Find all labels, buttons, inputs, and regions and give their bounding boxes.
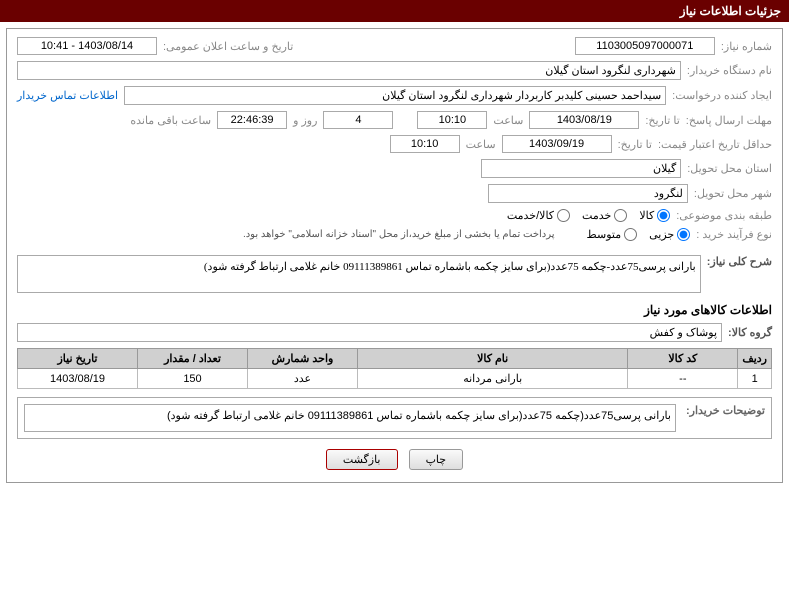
th-qty: تعداد / مقدار	[138, 349, 248, 369]
label-need-no: شماره نیاز:	[721, 40, 772, 53]
label-delivery-city: شهر محل تحویل:	[694, 187, 772, 200]
field-reply-date: 1403/08/19	[529, 111, 639, 129]
label-remaining: ساعت باقی مانده	[130, 114, 211, 127]
radio-label-purchase-1: متوسط	[587, 228, 622, 241]
field-time-left: 22:46:39	[217, 111, 287, 129]
th-unit: واحد شمارش	[248, 349, 358, 369]
label-delivery-province: استان محل تحویل:	[687, 162, 772, 175]
field-price-valid-date: 1403/09/19	[502, 135, 612, 153]
radio-label-subject-2: کالا/خدمت	[507, 209, 554, 222]
field-buyer-org: شهرداری لنگرود استان گیلان	[17, 61, 681, 80]
goods-table: ردیف کد کالا نام کالا واحد شمارش تعداد /…	[17, 348, 772, 389]
textarea-need-desc[interactable]	[17, 255, 701, 293]
field-announce-dt: 1403/08/14 - 10:41	[17, 37, 157, 55]
radio-input-purchase-1[interactable]	[624, 228, 637, 241]
label-buyer-org: نام دستگاه خریدار:	[687, 64, 772, 77]
label-reply-deadline: مهلت ارسال پاسخ:	[686, 114, 772, 127]
label-announce-dt: تاریخ و ساعت اعلان عمومی:	[163, 40, 293, 53]
button-row: چاپ بازگشت	[17, 449, 772, 470]
table-row: 1 -- بارانی مردانه عدد 150 1403/08/19	[18, 369, 772, 389]
radio-group-subject: کالا خدمت کالا/خدمت	[507, 209, 670, 222]
radio-purchase-0[interactable]: جزیی	[649, 228, 690, 241]
label-until-1: تا تاریخ:	[645, 114, 679, 127]
radio-label-subject-0: کالا	[639, 209, 654, 222]
label-hour-1: ساعت	[493, 114, 523, 127]
field-need-no: 1103005097000071	[575, 37, 715, 55]
radio-purchase-1[interactable]: متوسط	[587, 228, 638, 241]
cell-code: --	[628, 369, 738, 389]
field-province: گیلان	[481, 159, 681, 178]
cell-date: 1403/08/19	[18, 369, 138, 389]
label-hour-2: ساعت	[466, 138, 496, 151]
label-days-and: روز و	[293, 114, 317, 127]
back-button[interactable]: بازگشت	[326, 449, 398, 470]
radio-label-purchase-0: جزیی	[649, 228, 674, 241]
radio-subject-0[interactable]: کالا	[639, 209, 670, 222]
section-goods-info: اطلاعات کالاهای مورد نیاز	[17, 303, 772, 317]
radio-subject-1[interactable]: خدمت	[582, 209, 627, 222]
th-date: تاریخ نیاز	[18, 349, 138, 369]
cell-qty: 150	[138, 369, 248, 389]
radio-input-subject-1[interactable]	[614, 209, 627, 222]
field-price-valid-time: 10:10	[390, 135, 460, 153]
link-buyer-contact[interactable]: اطلاعات تماس خریدار	[17, 89, 118, 102]
label-subject-class: طبقه بندی موضوعی:	[676, 209, 772, 222]
radio-input-subject-2[interactable]	[557, 209, 570, 222]
field-city: لنگرود	[488, 184, 688, 203]
label-purchase-type: نوع فرآیند خرید :	[696, 228, 772, 241]
field-requester: سیداحمد حسینی کلیدبر کاربردار شهرداری لن…	[124, 86, 666, 105]
panel-header: جزئیات اطلاعات نیاز	[0, 0, 789, 22]
field-reply-time: 10:10	[417, 111, 487, 129]
label-until-2: تا تاریخ:	[618, 138, 652, 151]
radio-input-subject-0[interactable]	[657, 209, 670, 222]
label-need-desc: شرح کلی نیاز:	[707, 255, 772, 268]
cell-unit: عدد	[248, 369, 358, 389]
cell-row: 1	[738, 369, 772, 389]
form-container: شماره نیاز: 1103005097000071 تاریخ و ساع…	[6, 28, 783, 483]
label-goods-group: گروه کالا:	[728, 326, 772, 339]
th-row: ردیف	[738, 349, 772, 369]
th-name: نام کالا	[358, 349, 628, 369]
panel-title: جزئیات اطلاعات نیاز	[680, 4, 781, 18]
radio-input-purchase-0[interactable]	[677, 228, 690, 241]
field-days-left: 4	[323, 111, 393, 129]
print-button[interactable]: چاپ	[409, 449, 464, 470]
radio-label-subject-1: خدمت	[582, 209, 611, 222]
th-code: کد کالا	[628, 349, 738, 369]
payment-note: پرداخت تمام یا بخشی از مبلغ خرید،از محل …	[243, 229, 555, 240]
radio-subject-2[interactable]: کالا/خدمت	[507, 209, 570, 222]
buyer-notes-box: توضیحات خریدار: بارانی پرسی75عدد(چکمه 75…	[17, 397, 772, 439]
label-min-price-valid: حداقل تاریخ اعتبار قیمت:	[658, 138, 772, 151]
label-requester: ایجاد کننده درخواست:	[672, 89, 772, 102]
radio-group-purchase: جزیی متوسط	[587, 228, 691, 241]
cell-name: بارانی مردانه	[358, 369, 628, 389]
field-goods-group: پوشاک و کفش	[17, 323, 722, 342]
label-buyer-notes: توضیحات خریدار:	[686, 404, 765, 417]
field-buyer-notes: بارانی پرسی75عدد(چکمه 75عدد(برای سایز چک…	[24, 404, 676, 432]
